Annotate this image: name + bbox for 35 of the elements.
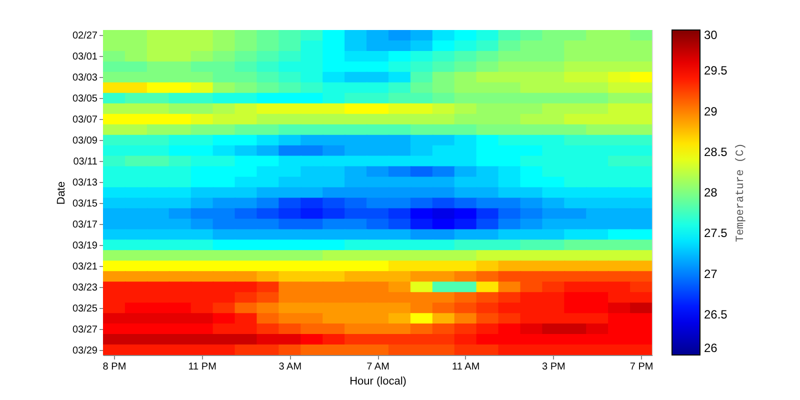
x-tick-label: 7 PM xyxy=(630,362,654,372)
color-bar-label: 29.5 xyxy=(704,64,728,78)
color-bar-label: 27.5 xyxy=(704,226,728,240)
y-tick-label: 03/13 xyxy=(72,178,98,189)
x-tick-label: 7 AM xyxy=(366,362,390,372)
y-tick-label: 03/05 xyxy=(72,94,98,105)
y-tick-label: 03/29 xyxy=(72,345,98,356)
x-tick-label: 11 AM xyxy=(452,362,480,372)
y-tick-label: 03/25 xyxy=(72,303,98,314)
x-tick-label: 11 PM xyxy=(188,362,216,372)
y-tick-label: 03/15 xyxy=(72,198,98,210)
y-tick-label: 03/27 xyxy=(72,324,98,336)
y-tick-label: 03/01 xyxy=(72,52,98,63)
x-tick-label: 3 AM xyxy=(278,362,302,372)
x-axis-title: Hour (local) xyxy=(350,376,406,388)
y-tick-label: 03/07 xyxy=(72,114,98,126)
y-tick-label: 03/21 xyxy=(72,261,98,272)
y-tick-label: 03/11 xyxy=(73,156,98,168)
y-tick-label: 03/17 xyxy=(72,219,98,230)
y-tick-label: 03/03 xyxy=(72,72,98,84)
color-bar-label: 27 xyxy=(704,266,718,281)
x-tick-label: 3 PM xyxy=(542,362,566,372)
color-bar-label: 30 xyxy=(704,28,718,42)
color-bar-label: 26.5 xyxy=(704,307,728,322)
color-bar-label: 29 xyxy=(704,104,718,118)
color-bar-label: 26 xyxy=(704,341,718,355)
color-bar-label: 28 xyxy=(704,186,718,200)
y-axis-title: Date xyxy=(55,181,68,205)
color-bar-title: Temperature (C) xyxy=(735,142,747,242)
color-bar-label: 28.5 xyxy=(704,144,728,159)
y-tick-label: 03/23 xyxy=(72,282,98,294)
y-tick-label: 03/19 xyxy=(72,240,98,252)
y-tick-label: 03/09 xyxy=(72,136,98,147)
y-tick-label: 02/27 xyxy=(72,30,98,42)
x-tick-label: 8 PM xyxy=(102,362,126,372)
